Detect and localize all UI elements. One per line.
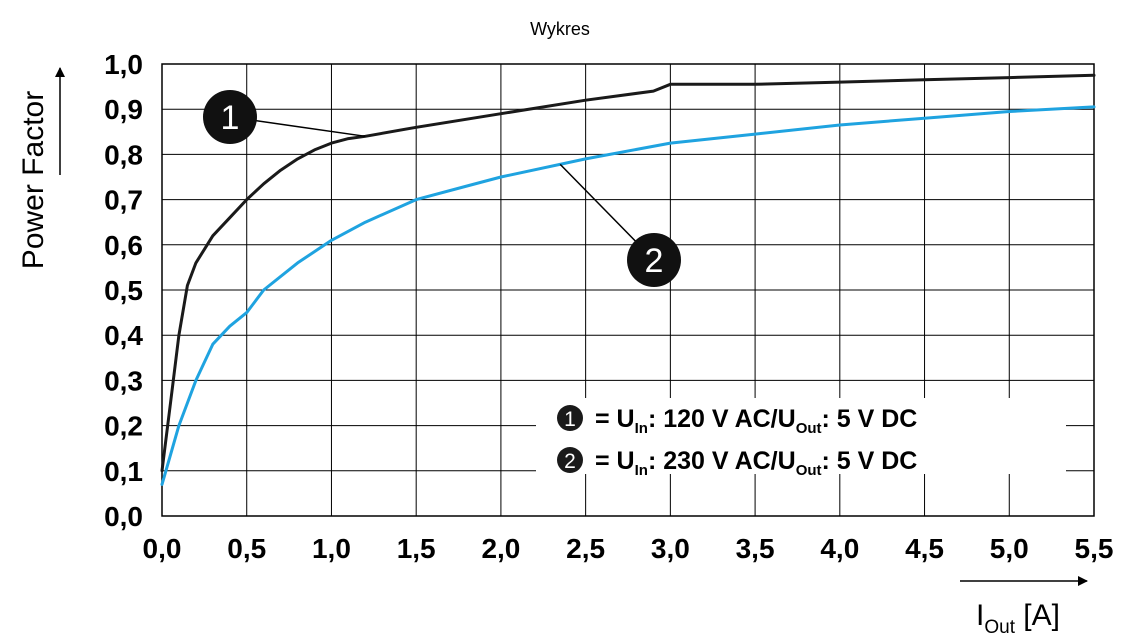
callout-label-1: 1: [221, 99, 240, 137]
y-tick-label: 0,5: [104, 275, 143, 306]
x-axis-label: IOut [A]: [976, 599, 1060, 638]
y-tick-label: 0,3: [104, 365, 143, 396]
series-lines: [160, 73, 1096, 486]
y-tick-label: 0,1: [104, 456, 143, 487]
x-tick-label: 0,5: [227, 533, 266, 564]
legend-entry-1-text: = UIn: 120 V AC/UOut: 5 V DC: [595, 405, 917, 437]
x-tick-label: 2,0: [481, 533, 520, 564]
x-axis-label-sub: Out: [984, 617, 1015, 638]
legend: 1 = UIn: 120 V AC/UOut: 5 V DC 2 = UIn: …: [536, 398, 1066, 479]
chart-title: Wykres: [530, 19, 590, 39]
callout-label-2: 2: [645, 242, 664, 280]
x-tick-label: 3,0: [651, 533, 690, 564]
x-axis-label-unit: [A]: [1015, 599, 1060, 632]
y-tick-label: 0,2: [104, 411, 143, 442]
legend-entry-2-text: = UIn: 230 V AC/UOut: 5 V DC: [595, 447, 917, 479]
legend-marker-2: [557, 447, 583, 473]
legend-marker-1: [557, 405, 583, 431]
x-axis-title: IOut [A]: [960, 576, 1088, 638]
y-tick-label: 0,8: [104, 139, 143, 170]
x-tick-label: 5,0: [990, 533, 1029, 564]
x-tick-labels: 0,0 0,5 1,0 1,5 2,0 2,5 3,0 3,5 4,0 4,5 5,0 5,5: [143, 533, 1114, 564]
x-tick-label: 4,0: [820, 533, 859, 564]
x-tick-label: 3,5: [736, 533, 775, 564]
y-tick-label: 0,9: [104, 94, 143, 125]
legend-background: [536, 398, 1066, 474]
callouts: 12: [203, 90, 681, 287]
legend-entry-1: 1 = UIn: 120 V AC/UOut: 5 V DC: [557, 405, 917, 437]
y-tick-labels: 0,0 0,1 0,2 0,3 0,4 0,5 0,6 0,7 0,8 0,9 1,0: [104, 49, 143, 532]
legend-marker-2-label: 2: [564, 450, 576, 473]
x-tick-label: 0,0: [143, 533, 182, 564]
legend-entry-2: 2 = UIn: 230 V AC/UOut: 5 V DC: [557, 447, 917, 479]
callout-marker-1: [203, 90, 257, 144]
y-tick-label: 0,4: [104, 320, 143, 351]
plot-frame: [161, 63, 1095, 517]
series-line-2: [160, 105, 1096, 486]
y-tick-label: 0,0: [104, 501, 143, 532]
x-tick-label: 1,5: [397, 533, 436, 564]
x-tick-label: 5,5: [1075, 533, 1114, 564]
y-axis-label: Power Factor: [17, 91, 50, 269]
y-tick-label: 0,6: [104, 230, 143, 261]
x-tick-label: 1,0: [312, 533, 351, 564]
x-tick-label: 4,5: [905, 533, 944, 564]
x-tick-label: 2,5: [566, 533, 605, 564]
series-line-1: [160, 73, 1096, 473]
y-tick-label: 0,7: [104, 185, 143, 216]
y-tick-label: 1,0: [104, 49, 143, 80]
callout-marker-2: [627, 233, 681, 287]
x-axis-label-main: I: [976, 599, 984, 632]
y-axis-title: Power Factor: [17, 67, 65, 269]
legend-marker-1-label: 1: [564, 408, 576, 431]
